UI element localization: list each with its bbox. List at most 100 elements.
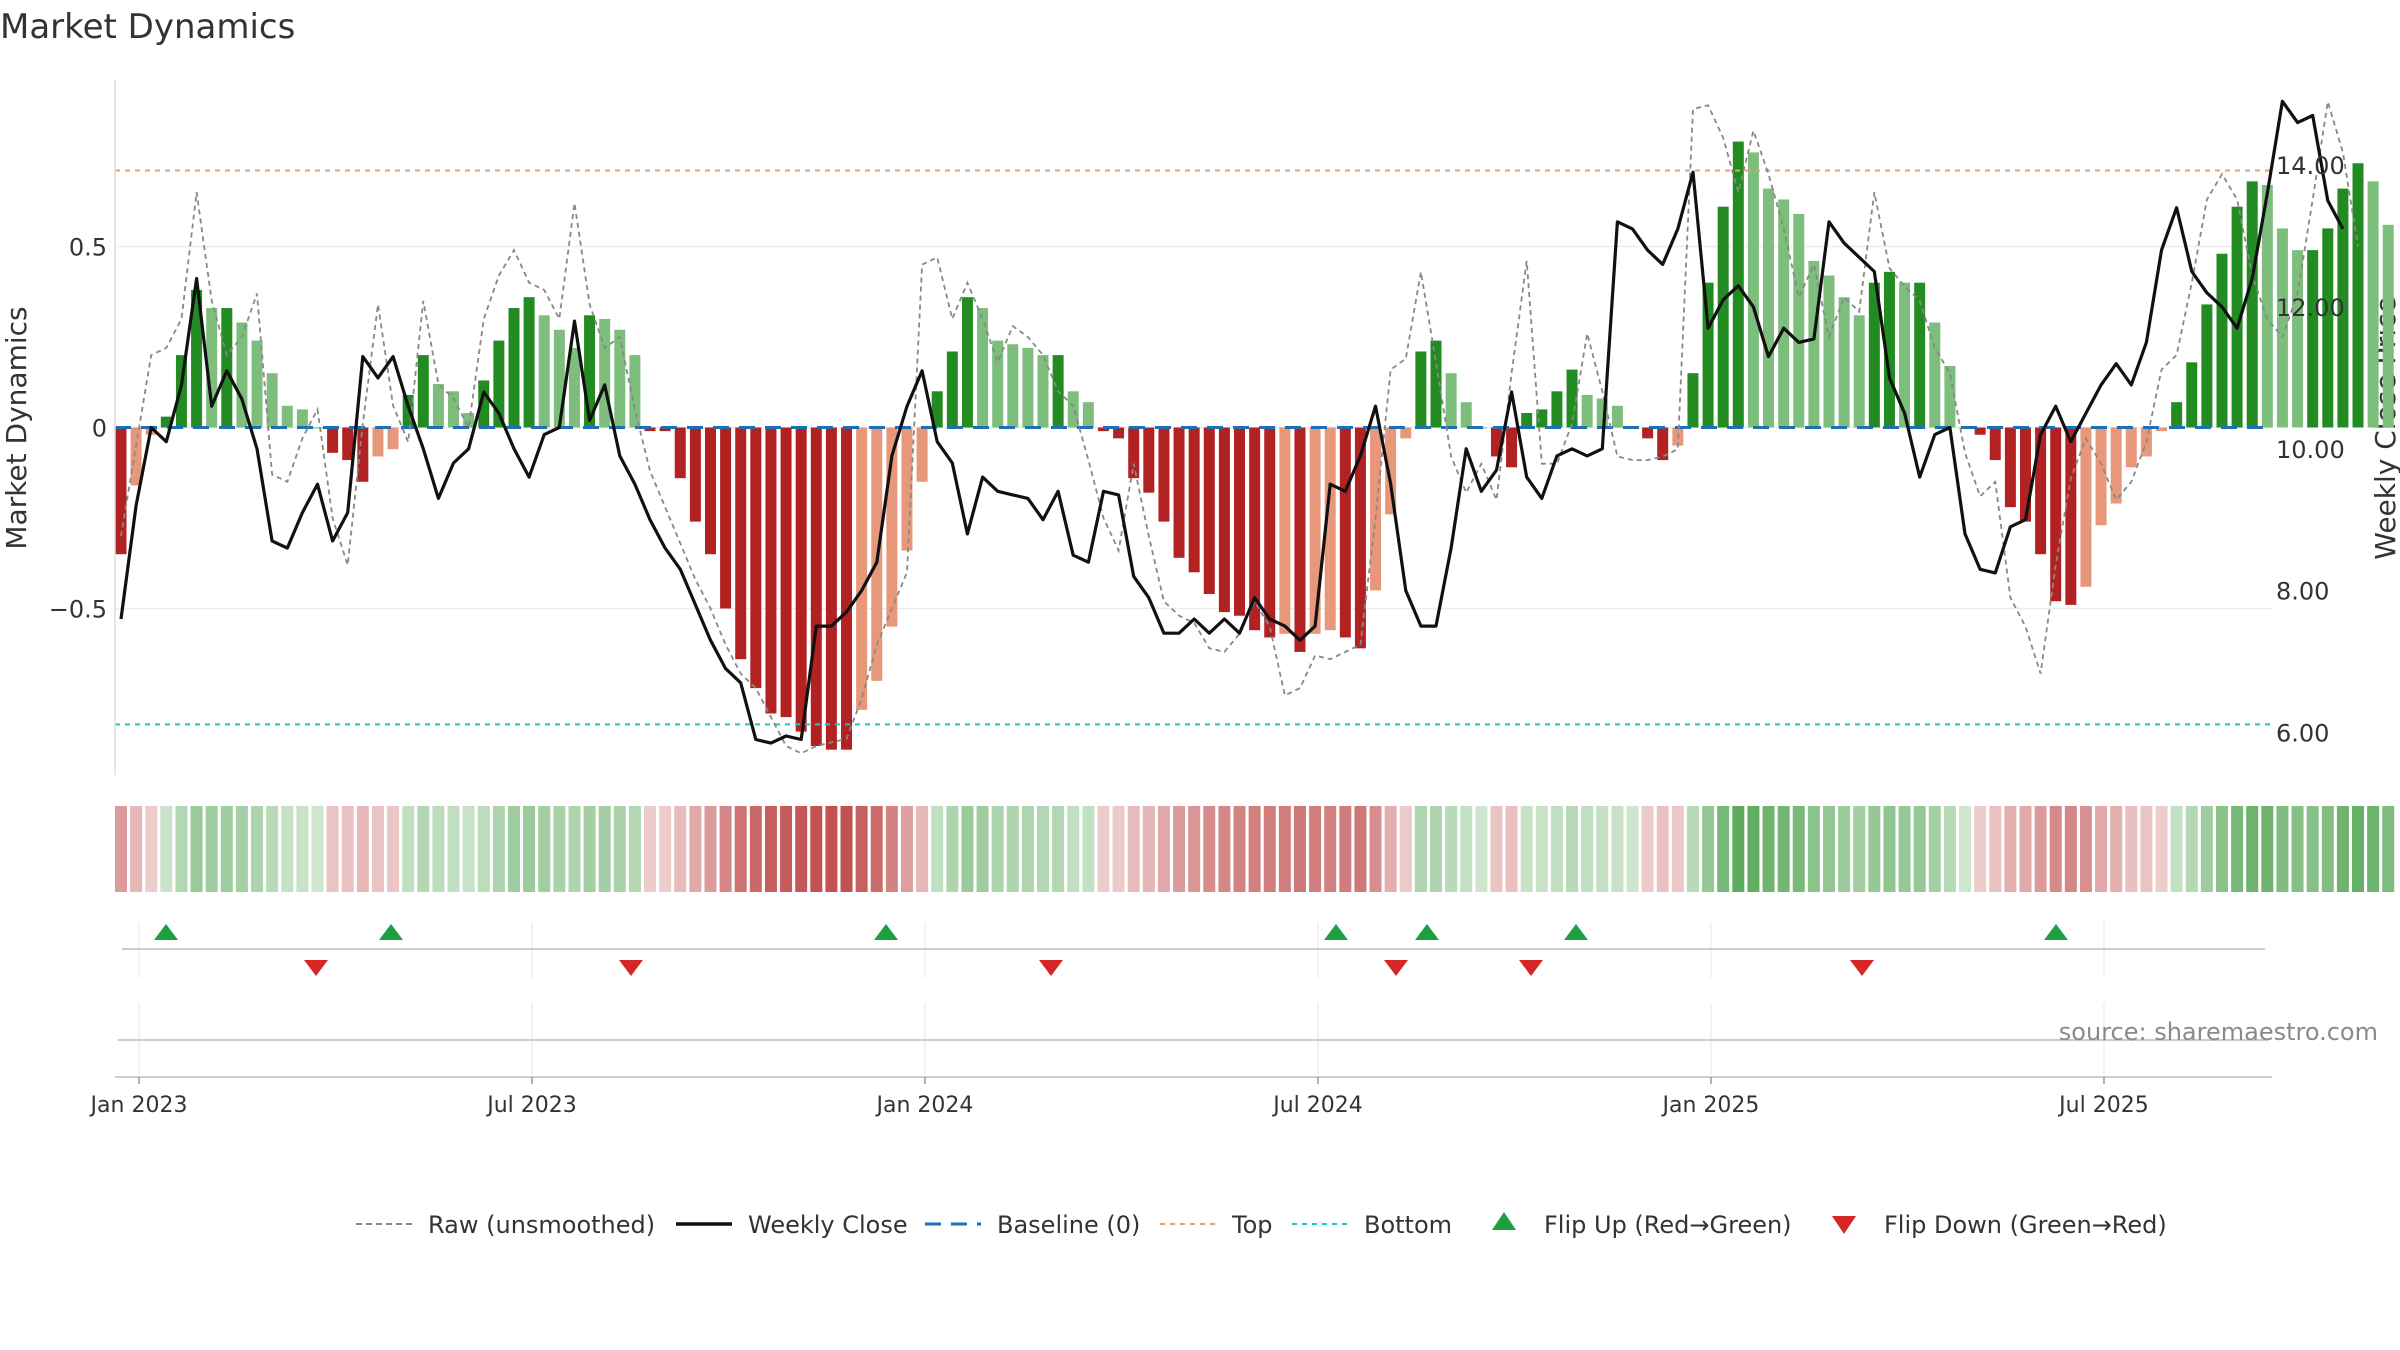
- legend-label: Raw (unsmoothed): [428, 1211, 655, 1239]
- x-tick-label: Jan 2023: [89, 1093, 188, 1118]
- heat-cell: [1686, 806, 1699, 892]
- momentum-bar: [1687, 373, 1699, 428]
- heat-cell: [764, 806, 777, 892]
- momentum-bar: [2382, 224, 2394, 428]
- momentum-bar: [1838, 297, 1850, 428]
- heat-cell: [628, 806, 641, 892]
- momentum-bar: [387, 427, 399, 450]
- heat-cell: [1188, 806, 1201, 892]
- heat-cell: [1671, 806, 1684, 892]
- heat-cell: [870, 806, 883, 892]
- heat-cell: [1883, 806, 1896, 892]
- heat-cell: [1989, 806, 2002, 892]
- heat-cell: [1732, 806, 1745, 892]
- heat-cell: [1399, 806, 1412, 892]
- momentum-bar: [704, 427, 716, 555]
- heat-cell: [1263, 806, 1276, 892]
- heat-cell: [1596, 806, 1609, 892]
- momentum-bar: [659, 427, 671, 432]
- heat-cell: [1581, 806, 1594, 892]
- heat-cell: [1838, 806, 1851, 892]
- momentum-bar: [1551, 391, 1563, 428]
- momentum-bar: [1763, 188, 1775, 428]
- heat-cell: [1777, 806, 1790, 892]
- momentum-bar: [1400, 427, 1412, 439]
- heat-cell: [704, 806, 717, 892]
- momentum-bar: [1914, 282, 1926, 428]
- heat-cell: [1475, 806, 1488, 892]
- momentum-bar: [1702, 282, 1714, 428]
- momentum-bar: [463, 413, 475, 428]
- heat-cell: [205, 806, 218, 892]
- flip-down-marker: [1519, 960, 1543, 976]
- momentum-bar: [1536, 409, 1548, 428]
- momentum-bar: [432, 384, 444, 428]
- heat-cell: [1203, 806, 1216, 892]
- momentum-bar: [584, 315, 596, 428]
- heat-cell: [1248, 806, 1261, 892]
- heat-cell: [477, 806, 490, 892]
- heat-cell: [1037, 806, 1050, 892]
- momentum-bar: [311, 427, 323, 429]
- heat-cell: [462, 806, 475, 892]
- heat-cell: [2095, 806, 2108, 892]
- heat-cell: [991, 806, 1004, 892]
- momentum-bar: [1823, 275, 1835, 428]
- momentum-bar: [2035, 427, 2047, 555]
- momentum-bar: [160, 416, 172, 428]
- heat-cell: [719, 806, 732, 892]
- heat-cell: [916, 806, 929, 892]
- heat-cell: [492, 806, 505, 892]
- momentum-bar: [1566, 369, 1578, 428]
- momentum-bar: [886, 427, 898, 627]
- heat-cell: [130, 806, 143, 892]
- momentum-bar: [2322, 228, 2334, 428]
- heat-cell: [1868, 806, 1881, 892]
- heat-cell: [749, 806, 762, 892]
- heat-cell: [900, 806, 913, 892]
- legend-item-raw: Raw (unsmoothed): [356, 1211, 655, 1239]
- heat-cell: [1702, 806, 1715, 892]
- momentum-bar: [1490, 427, 1502, 457]
- flip-down-marker: [304, 960, 328, 976]
- heat-cell: [1913, 806, 1926, 892]
- momentum-bar: [1022, 347, 1034, 428]
- heat-cell: [1006, 806, 1019, 892]
- momentum-bar: [448, 391, 460, 428]
- heat-cell: [1354, 806, 1367, 892]
- flip-up-marker: [379, 924, 403, 940]
- y2-tick-label: 14.00: [2276, 152, 2345, 180]
- legend: Raw (unsmoothed) Weekly Close Baseline (0)…: [356, 1211, 2167, 1239]
- heat-cell: [2215, 806, 2228, 892]
- momentum-bar: [2019, 427, 2031, 522]
- heat-cell: [1490, 806, 1503, 892]
- momentum-bar: [1158, 427, 1170, 522]
- heat-cell: [2064, 806, 2077, 892]
- heat-cell: [1218, 806, 1231, 892]
- heat-cell: [1943, 806, 1956, 892]
- y-tick-label: 0: [92, 415, 107, 443]
- heat-cell: [2019, 806, 2032, 892]
- momentum-bar: [493, 340, 505, 428]
- momentum-bar: [221, 308, 233, 428]
- heat-cell: [160, 806, 173, 892]
- flip-down-marker: [1850, 960, 1874, 976]
- heat-cell: [583, 806, 596, 892]
- series-lines: [115, 99, 2359, 755]
- momentum-bar: [1294, 427, 1306, 652]
- flip-up-marker: [1415, 924, 1439, 940]
- heat-cell: [795, 806, 808, 892]
- source-note: source: sharemaestro.com: [2059, 1018, 2378, 1046]
- heat-cell: [855, 806, 868, 892]
- momentum-bar: [175, 355, 187, 428]
- heat-cell: [734, 806, 747, 892]
- momentum-bar: [236, 322, 248, 428]
- heat-cell: [296, 806, 309, 892]
- y2-tick-label: 12.00: [2276, 294, 2345, 322]
- heat-strip: [115, 806, 2395, 892]
- legend-item-bottom: Bottom: [1292, 1211, 1452, 1239]
- heat-cell: [1959, 806, 1972, 892]
- heat-cell: [2170, 806, 2183, 892]
- momentum-bar: [1218, 427, 1230, 613]
- heat-cell: [1898, 806, 1911, 892]
